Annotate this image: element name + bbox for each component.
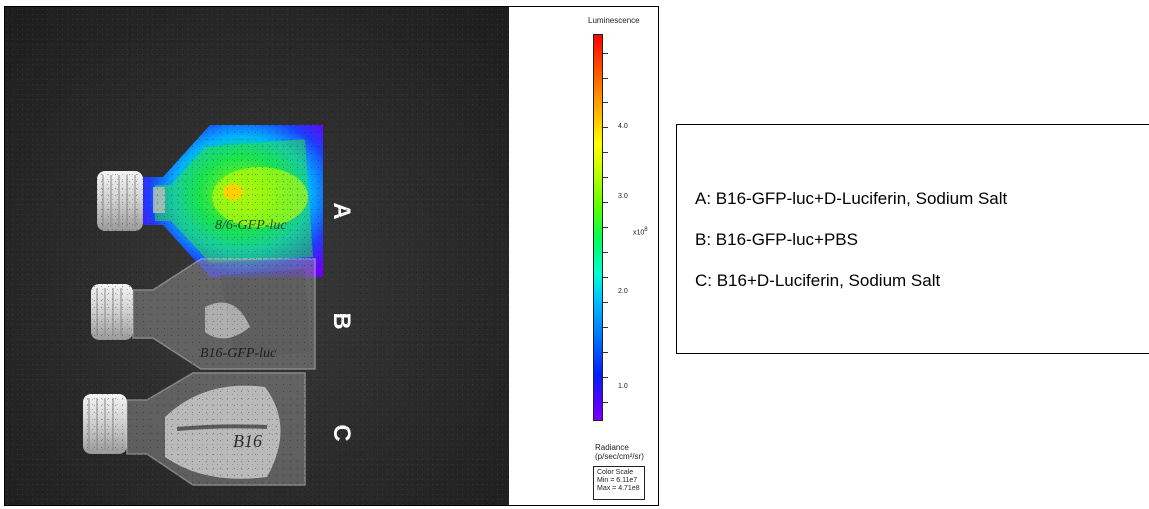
- multiplier-base: x10: [633, 229, 645, 237]
- tick: [603, 402, 608, 403]
- flask-c: B16: [83, 372, 306, 486]
- flask-label-c: C: [328, 424, 355, 442]
- tick: [603, 78, 608, 79]
- legend-item-c: C: B16+D-Luciferin, Sodium Salt: [695, 271, 941, 290]
- color-scale-box-title: Color Scale: [597, 469, 634, 476]
- svg-text:8/6-GFP-luc: 8/6-GFP-luc: [215, 218, 287, 233]
- tick: [603, 127, 608, 128]
- luminescence-photo: 8/6-GFP-luc B16-GFP-luc B16 A: [5, 7, 509, 505]
- tick: [603, 252, 608, 253]
- scale-multiplier: x108: [633, 227, 648, 236]
- tick: [603, 202, 608, 203]
- svg-text:B16: B16: [233, 431, 262, 451]
- tick-label-3: 3.0: [618, 193, 628, 200]
- color-scale-box: Color Scale Min = 6.11e7 Max = 4.71e8: [593, 466, 645, 500]
- color-scale-max: Max = 4.71e8: [597, 485, 640, 492]
- tick-label-2: 2.0: [618, 288, 628, 295]
- legend-item-b: B: B16-GFP-luc+PBS: [695, 230, 858, 249]
- tick: [603, 302, 608, 303]
- radiance-units: (p/sec/cm²/sr): [595, 452, 644, 461]
- tick: [603, 177, 608, 178]
- flask-label-b: B: [328, 312, 355, 330]
- radiance-label: Radiance (p/sec/cm²/sr): [595, 443, 644, 461]
- tick: [603, 102, 608, 103]
- tick-label-4: 4.0: [618, 123, 628, 130]
- tick: [603, 152, 608, 153]
- flasks-illustration: 8/6-GFP-luc B16-GFP-luc B16: [83, 125, 323, 486]
- scale-title: Luminescence: [588, 16, 640, 25]
- tick: [603, 377, 608, 378]
- legend-box: A: B16-GFP-luc+D-Luciferin, Sodium Salt …: [676, 124, 1149, 354]
- flask-a: 8/6-GFP-luc: [97, 125, 323, 277]
- flask-label-a: A: [328, 202, 355, 220]
- tick: [603, 327, 608, 328]
- tick: [603, 227, 608, 228]
- tick: [603, 352, 608, 353]
- tick: [603, 53, 608, 54]
- legend-item-a: A: B16-GFP-luc+D-Luciferin, Sodium Salt: [695, 189, 1008, 208]
- multiplier-exponent: 8: [644, 227, 648, 233]
- color-scale-min: Min = 6.11e7: [597, 477, 638, 484]
- radiance-title: Radiance: [595, 443, 629, 452]
- tick-label-1: 1.0: [618, 383, 628, 390]
- color-scale-bar: [593, 34, 603, 421]
- imaging-panel: 8/6-GFP-luc B16-GFP-luc B16 A: [4, 6, 659, 506]
- svg-text:B16-GFP-luc: B16-GFP-luc: [200, 346, 277, 361]
- tick: [603, 277, 608, 278]
- flask-b: B16-GFP-luc: [91, 258, 316, 370]
